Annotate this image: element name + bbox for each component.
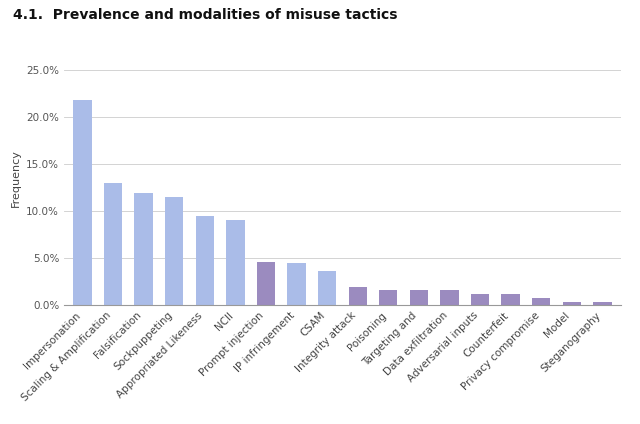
Bar bbox=[165, 197, 183, 305]
Bar bbox=[471, 294, 489, 305]
Bar bbox=[563, 301, 581, 305]
Bar bbox=[257, 262, 275, 305]
Bar bbox=[134, 193, 153, 305]
Bar bbox=[287, 263, 306, 305]
Bar bbox=[73, 100, 92, 305]
Bar bbox=[196, 216, 214, 305]
Text: 4.1.  Prevalence and modalities of misuse tactics: 4.1. Prevalence and modalities of misuse… bbox=[13, 8, 397, 22]
Bar bbox=[532, 298, 550, 305]
Bar bbox=[104, 183, 122, 305]
Bar bbox=[440, 290, 459, 305]
Bar bbox=[379, 290, 397, 305]
Bar bbox=[502, 294, 520, 305]
Bar bbox=[410, 290, 428, 305]
Bar bbox=[318, 271, 336, 305]
Y-axis label: Frequency: Frequency bbox=[11, 149, 20, 207]
Bar bbox=[593, 301, 612, 305]
Bar bbox=[226, 220, 244, 305]
Bar bbox=[349, 287, 367, 305]
